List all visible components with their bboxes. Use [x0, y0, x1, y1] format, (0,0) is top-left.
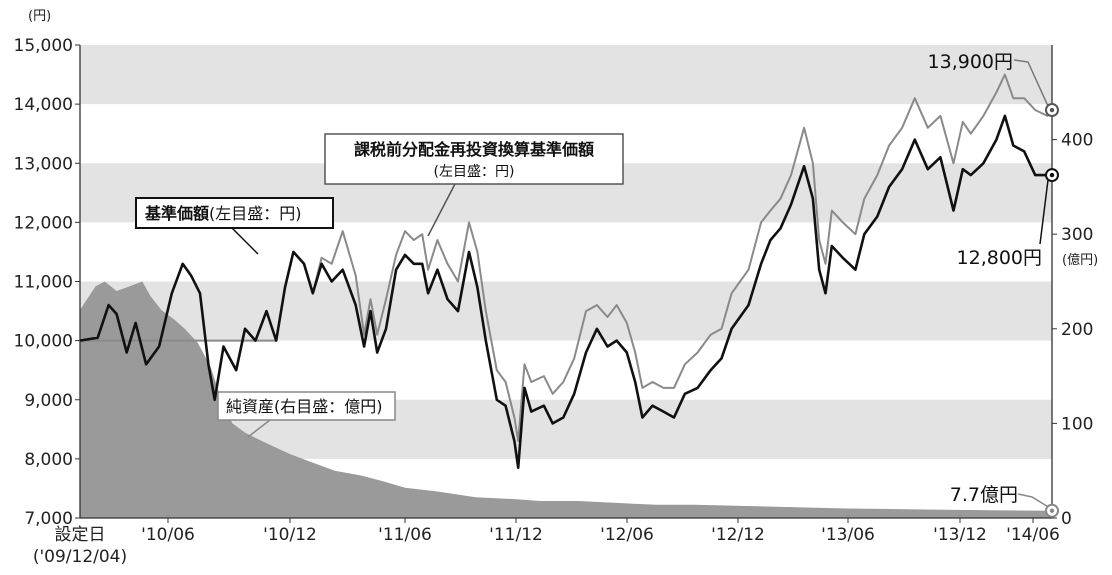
y-left-tick-label: 11,000 — [14, 273, 73, 293]
nav-label-leader — [231, 227, 259, 255]
nav-end-marker-dot — [1049, 172, 1055, 178]
x-start-label: 設定日 — [55, 525, 106, 545]
assets-label-leader — [247, 419, 271, 438]
y-left-tick-label: 9,000 — [24, 391, 73, 411]
assets-end-leader — [1017, 493, 1049, 508]
reinvest-end-marker-dot — [1049, 107, 1055, 113]
y-right-unit: (億円) — [1062, 252, 1098, 268]
reinvest-label-line1: 課税前分配金再投資換算基準価額 — [354, 140, 594, 159]
x-tick-label: '14/06 — [1006, 525, 1060, 545]
y-left-tick-label: 7,000 — [24, 509, 73, 529]
nav-label-rest: (左目盛：円) — [209, 204, 302, 223]
y-left-tick-label: 12,000 — [14, 213, 73, 233]
x-tick-label: '10/12 — [263, 525, 317, 545]
nav-label: 基準価額(左目盛：円) — [144, 204, 302, 223]
assets-label: 純資産(右目盛：億円) — [226, 397, 383, 416]
axes: 15,000 14,000 13,000 12,000 11,000 10,000 9,00… — [14, 9, 1099, 567]
reinvest-label-line2: (左目盛：円) — [434, 164, 515, 180]
reinvest-label-leader — [427, 183, 456, 237]
assets-end-marker-dot — [1049, 508, 1055, 513]
reinvest-line — [80, 73, 1053, 443]
nav-end-leader — [1039, 179, 1049, 245]
y-left-tick-label: 10,000 — [14, 332, 73, 352]
net-assets-area — [80, 281, 1052, 518]
grid-band — [80, 45, 1052, 105]
y-left-tick-label: 14,000 — [14, 95, 73, 115]
assets-label-box — [217, 391, 396, 421]
y-left-tick-label: 8,000 — [24, 450, 73, 470]
y-right-tick-label: 400 — [1061, 131, 1093, 151]
x-tick-label: '10/06 — [141, 525, 195, 545]
y-right-tick-label: 200 — [1061, 320, 1093, 340]
net-assets-area-layer — [80, 281, 1052, 518]
y-right-tick-label: 100 — [1061, 414, 1093, 434]
x-tick-label: '13/12 — [933, 525, 987, 545]
x-start-sublabel: ('09/12/04) — [33, 547, 127, 567]
nav-label-bold: 基準価額 — [144, 204, 209, 223]
reinvest-end-leader — [1013, 59, 1049, 107]
nav-line — [79, 114, 1052, 469]
grid-band — [80, 281, 1052, 341]
x-tick-label: '12/06 — [600, 525, 654, 545]
y-right-tick-label: 0 — [1061, 509, 1072, 529]
y-left-unit: (円) — [28, 9, 51, 24]
reinvest-label-box — [324, 133, 624, 185]
x-tick-label: '11/06 — [378, 525, 432, 545]
x-tick-label: '12/12 — [711, 525, 765, 545]
price-lines — [79, 73, 1053, 469]
y-left-tick-label: 13,000 — [14, 154, 73, 174]
x-tick-label: '11/12 — [489, 525, 543, 545]
x-tick-label: '13/06 — [821, 525, 875, 545]
chart-labels: 基準価額(左目盛：円)課税前分配金再投資換算基準価額(左目盛：円)純資産(右目盛… — [135, 51, 1059, 518]
reinvest-end-label: 13,900円 — [928, 51, 1013, 73]
y-right-tick-label: 300 — [1061, 225, 1093, 245]
assets-end-label: 7.7億円 — [950, 484, 1018, 506]
y-left-tick-label: 15,000 — [14, 36, 73, 56]
nav-end-label: 12,800円 — [957, 247, 1042, 269]
nav-label-box — [135, 197, 334, 229]
